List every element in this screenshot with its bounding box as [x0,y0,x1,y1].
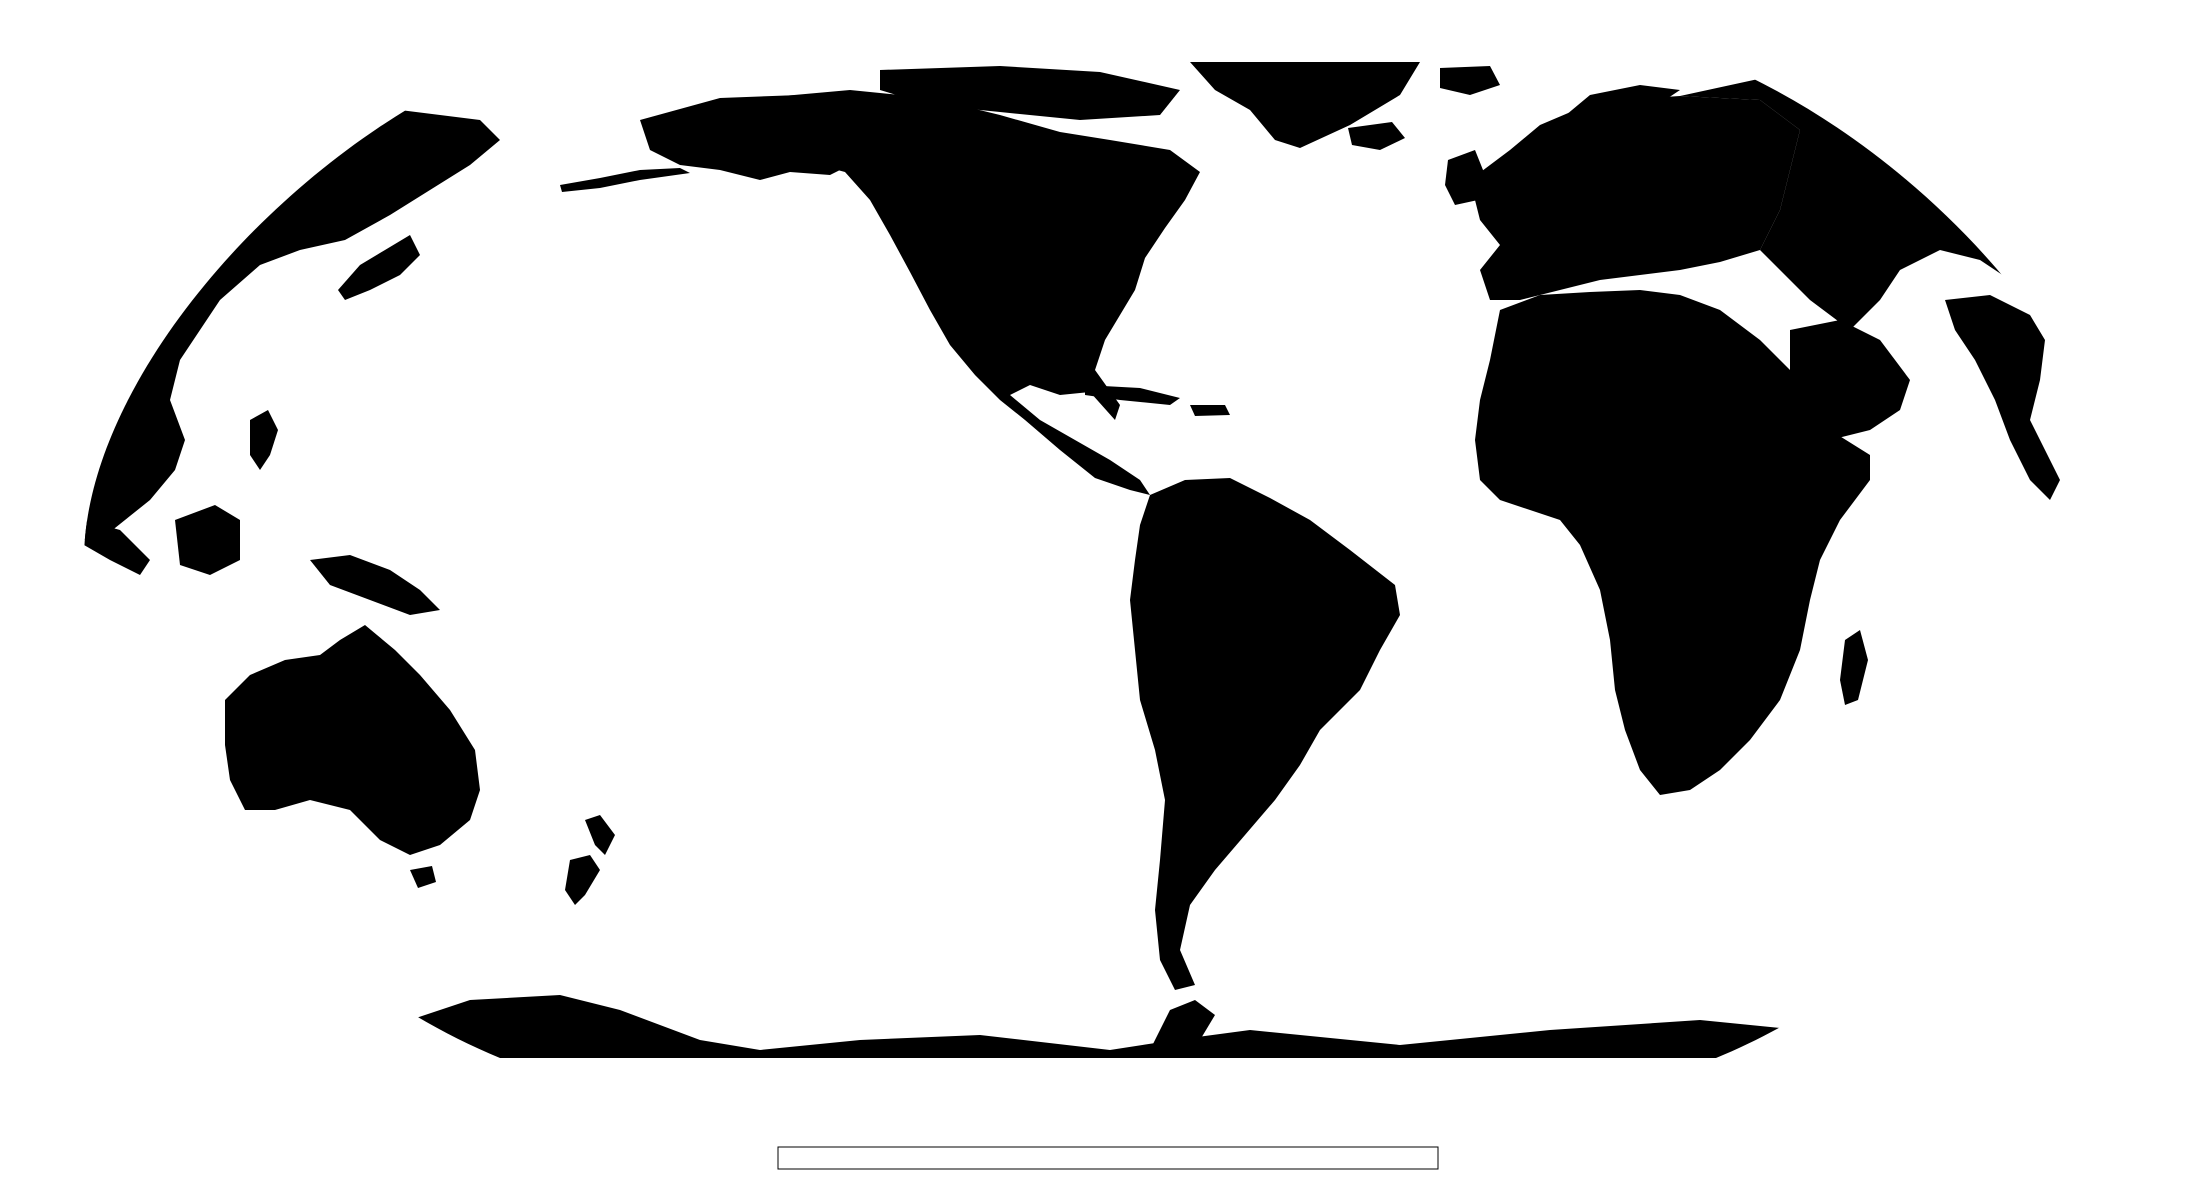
tasmania-land [410,866,436,888]
new-zealand-north [585,815,615,855]
alaska-land [640,95,870,180]
uk-ireland-land [1445,150,1485,205]
antarctic-peninsula-land [1150,1000,1215,1050]
borneo-land [175,505,240,575]
sumatra-land [84,520,150,575]
hispaniola-land [1190,405,1230,416]
new-zealand-south [565,855,600,905]
north-america-land [700,90,1200,495]
antarctica-land [84,995,2130,1058]
iceland-land [1348,122,1405,150]
color-legend [777,1146,1439,1170]
new-guinea-land [310,555,440,615]
svalbard-land [1440,66,1500,95]
land-layer [84,62,2130,1058]
india-land [1945,295,2060,500]
africa-land [1475,290,1870,795]
cuba-land [1085,385,1180,405]
legend-colorbar-frame [777,1146,1439,1170]
greenland-land [1190,62,1420,148]
arabia-land [1790,320,1910,440]
japan-land [338,235,420,300]
aleutian-islands [560,168,690,192]
philippines-land [250,410,278,470]
south-america-land [1130,478,1400,990]
madagascar-land [1840,630,1868,705]
australia-land [225,625,480,855]
scandinavia-land [1540,85,1680,180]
